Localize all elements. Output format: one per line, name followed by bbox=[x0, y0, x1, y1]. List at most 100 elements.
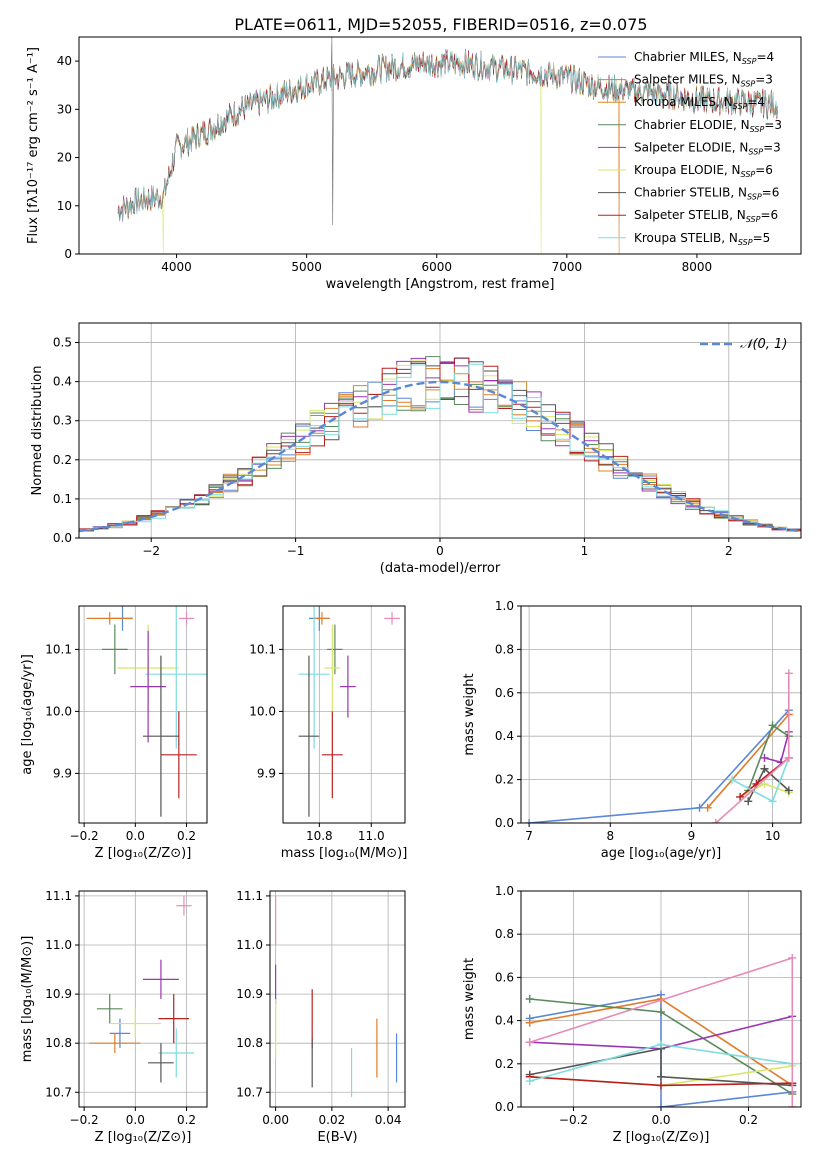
plot-area bbox=[521, 891, 801, 1107]
legend-label: Chabrier ELODIE, NSSP=3 bbox=[634, 118, 782, 134]
panel-age-vs-mass: 10.8 11.0 9.9 10.0 10.1 mass [log₁₀(M/M⊙)] bbox=[249, 605, 408, 861]
y-tick-label: 9.9 bbox=[257, 766, 276, 780]
x-axis-label: mass [log₁₀(M/M⊙)] bbox=[281, 846, 408, 861]
y-tick-label: 10.9 bbox=[236, 987, 263, 1001]
legend-value: =3 bbox=[763, 140, 781, 154]
legend-label: Chabrier MILES, NSSP=4 bbox=[634, 50, 774, 66]
y-tick-label: 40 bbox=[57, 54, 72, 68]
x-tick-label: 1 bbox=[581, 544, 589, 558]
series-line bbox=[707, 713, 790, 809]
y-tick-label: 0.0 bbox=[495, 1100, 514, 1114]
legend-value: =4 bbox=[756, 50, 774, 64]
panel-mass-weight-vs-Z: −0.2 0.0 0.2 0.0 0.2 0.4 0.6 0.8 1.0 Z [log₁₀(Z/Z… bbox=[462, 884, 802, 1145]
axes-frame bbox=[520, 890, 802, 1108]
data-point bbox=[784, 669, 793, 678]
x-tick-label: 7 bbox=[525, 829, 533, 843]
x-tick-label: 0.2 bbox=[177, 829, 196, 843]
data-point bbox=[525, 995, 534, 1003]
data-point bbox=[760, 779, 769, 788]
x-tick-label: 8 bbox=[606, 829, 614, 843]
y-tick-label: 1.0 bbox=[495, 884, 514, 898]
y-tick-label: 11.1 bbox=[45, 889, 72, 903]
x-tick-label: 0.0 bbox=[126, 829, 145, 843]
y-tick-label: 0.6 bbox=[495, 970, 514, 984]
y-tick-label: 0.0 bbox=[495, 816, 514, 830]
data-point bbox=[728, 775, 737, 784]
y-tick-label: 0.6 bbox=[495, 686, 514, 700]
series-line bbox=[747, 724, 790, 791]
y-tick-label: 10.7 bbox=[236, 1085, 263, 1099]
figure-title: PLATE=0611, MJD=52055, FIBERID=0516, z=0… bbox=[234, 15, 647, 34]
axes-frame bbox=[282, 605, 406, 824]
axes-frame bbox=[269, 890, 406, 1108]
data-point bbox=[695, 803, 704, 812]
y-tick-label: 0.2 bbox=[53, 453, 72, 467]
y-axis-label: age [log₁₀(age/yr)] bbox=[20, 654, 35, 775]
x-tick-label: 9 bbox=[688, 829, 696, 843]
x-tick-label: 0.04 bbox=[375, 1113, 402, 1127]
data-point bbox=[768, 721, 777, 730]
data-point bbox=[703, 803, 712, 812]
panel-mass-weight-vs-age: 7 8 9 10 0.0 0.2 0.4 0.6 0.8 1.0 age [log₁₀(age/yr… bbox=[462, 599, 802, 861]
axes-frame bbox=[520, 605, 802, 824]
y-tick-label: 0.8 bbox=[495, 927, 514, 941]
axes-frame bbox=[78, 605, 208, 824]
x-tick-label: 10 bbox=[765, 829, 780, 843]
y-tick-label: 10.8 bbox=[45, 1036, 72, 1050]
y-tick-label: 0.4 bbox=[495, 729, 514, 743]
x-tick-label: 5000 bbox=[291, 260, 322, 274]
legend-subscript: SSP bbox=[738, 238, 753, 247]
y-axis-label: mass [log₁₀(M/M⊙)] bbox=[20, 936, 35, 1063]
y-tick-label: 11.1 bbox=[236, 889, 263, 903]
legend-subscript: SSP bbox=[741, 170, 756, 179]
y-axis-label: mass weight bbox=[462, 958, 477, 1040]
data-point bbox=[760, 764, 769, 773]
legend-subscript: SSP bbox=[747, 193, 762, 202]
legend-value: =6 bbox=[760, 208, 778, 222]
y-tick-label: 1.0 bbox=[495, 599, 514, 613]
data-point bbox=[525, 1018, 534, 1027]
data-point bbox=[525, 1038, 534, 1047]
x-axis-label: Z [log₁₀(Z/Z⊙)] bbox=[95, 846, 192, 861]
y-tick-label: 20 bbox=[57, 151, 72, 165]
legend-label: 𝒩(0, 1) bbox=[740, 337, 787, 352]
plot-area bbox=[283, 606, 405, 823]
normal-curve bbox=[79, 380, 801, 533]
legend-label: Kroupa ELODIE, NSSP=6 bbox=[634, 163, 773, 179]
x-axis-label: (data-model)/error bbox=[380, 561, 501, 576]
y-tick-label: 0 bbox=[64, 247, 72, 261]
plot-area bbox=[521, 606, 801, 823]
legend-label: Kroupa MILES, NSSP=4 bbox=[634, 95, 765, 111]
x-tick-label: 0.00 bbox=[262, 1113, 289, 1127]
legend-label: Kroupa STELIB, NSSP=5 bbox=[634, 231, 770, 247]
x-axis-label: Z [log₁₀(Z/Z⊙)] bbox=[613, 1130, 710, 1145]
x-tick-label: −1 bbox=[287, 544, 305, 558]
x-tick-label: 8000 bbox=[682, 260, 713, 274]
x-tick-label: 0.0 bbox=[126, 1113, 145, 1127]
legend-value: =6 bbox=[755, 163, 773, 177]
y-axis-label: Normed distribution bbox=[30, 366, 45, 496]
y-tick-label: 11.0 bbox=[45, 938, 72, 952]
legend: Chabrier MILES, NSSP=4 Salpeter MILES, NS… bbox=[598, 50, 782, 247]
y-tick-label: 0.3 bbox=[53, 414, 72, 428]
y-tick-label: 10.9 bbox=[45, 987, 72, 1001]
data-point bbox=[788, 1103, 797, 1107]
data-point bbox=[657, 1103, 665, 1107]
data-point bbox=[768, 797, 777, 806]
x-tick-label: 4000 bbox=[161, 260, 192, 274]
x-tick-label: 11.0 bbox=[358, 829, 385, 843]
y-tick-label: 10 bbox=[57, 199, 72, 213]
series-line bbox=[529, 709, 790, 823]
x-axis-label: Z [log₁₀(Z/Z⊙)] bbox=[95, 1130, 192, 1145]
y-tick-label: 30 bbox=[57, 102, 72, 116]
plot-area bbox=[79, 606, 207, 823]
legend-subscript: SSP bbox=[733, 102, 748, 111]
x-tick-label: 7000 bbox=[552, 260, 583, 274]
y-tick-label: 10.1 bbox=[45, 642, 72, 656]
x-tick-label: 10.8 bbox=[306, 829, 333, 843]
axes-frame bbox=[78, 890, 208, 1108]
data-point bbox=[711, 819, 720, 823]
y-tick-label: 10.0 bbox=[45, 704, 72, 718]
y-tick-label: 0.4 bbox=[53, 375, 72, 389]
